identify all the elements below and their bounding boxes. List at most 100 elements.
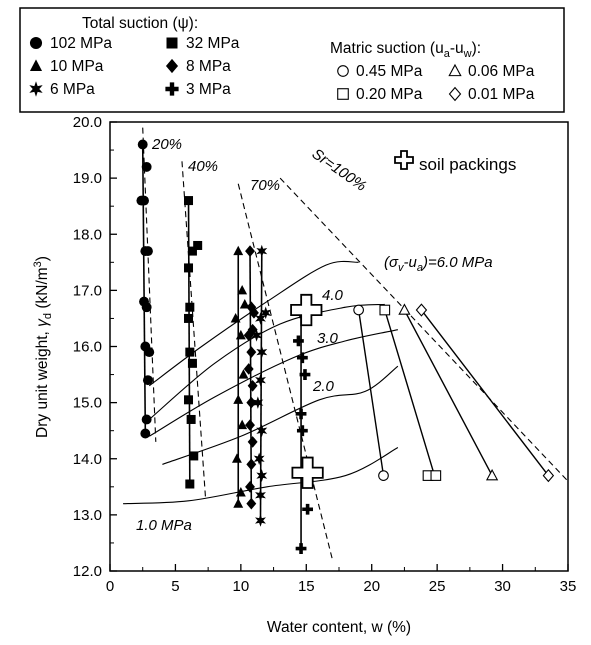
data-point xyxy=(256,469,268,482)
data-point xyxy=(295,408,307,420)
data-point xyxy=(260,306,272,320)
data-point xyxy=(378,470,389,481)
data-point xyxy=(185,302,195,312)
data-point xyxy=(141,414,152,425)
y-tick-label: 20.0 xyxy=(73,114,102,131)
legend-label: 3 MPa xyxy=(186,81,231,98)
legend-marker xyxy=(29,81,43,97)
data-point xyxy=(246,301,257,314)
data-point xyxy=(137,139,148,150)
data-point xyxy=(256,244,268,258)
data-point xyxy=(142,375,153,386)
legend-label: 0.01 MPa xyxy=(468,86,535,103)
stress-curve xyxy=(123,447,399,505)
data-point xyxy=(141,161,152,172)
data-point xyxy=(542,468,555,483)
data-point xyxy=(231,453,242,463)
legend-label: 32 MPa xyxy=(186,35,240,52)
data-point xyxy=(140,428,151,439)
legend-label: 0.45 MPa xyxy=(356,63,423,80)
data-point xyxy=(415,303,428,317)
data-point xyxy=(235,329,246,340)
stress-label-4: 4.0 xyxy=(322,287,344,304)
legend-label: 0.20 MPa xyxy=(356,86,423,103)
data-point xyxy=(144,347,155,358)
legend-box xyxy=(19,7,565,113)
data-point xyxy=(187,246,197,256)
y-tick-label: 18.0 xyxy=(73,226,102,243)
sr-label-100: Sr=100% xyxy=(309,145,370,195)
data-point xyxy=(246,346,257,358)
legend-marker xyxy=(165,82,179,96)
data-point xyxy=(251,328,263,342)
x-tick-label: 0 xyxy=(106,578,114,595)
data-point xyxy=(398,303,411,315)
data-point xyxy=(185,347,195,357)
stress-label-1: 1.0 MPa xyxy=(136,517,192,534)
data-point xyxy=(238,369,249,379)
y-tick-label: 14.0 xyxy=(73,451,102,468)
x-axis-title: Water content, w (%) xyxy=(267,619,411,636)
data-point xyxy=(246,497,257,510)
data-point xyxy=(245,480,255,493)
sr-label-20: 20% xyxy=(151,136,182,153)
legend-marker xyxy=(166,37,178,49)
data-point xyxy=(255,312,266,325)
data-point xyxy=(233,498,244,508)
sr-label-40: 40% xyxy=(188,158,218,175)
legend-total-title: Total suction (ψ): xyxy=(82,15,198,32)
data-point xyxy=(193,240,203,250)
data-point xyxy=(184,263,194,273)
stress-label-2: 2.0 xyxy=(312,378,335,395)
x-tick-label: 35 xyxy=(560,578,577,595)
vertical-lines xyxy=(141,144,302,549)
legend-label: 6 MPa xyxy=(50,81,95,98)
data-point xyxy=(247,379,258,392)
wetting-line xyxy=(357,309,385,476)
axis-ticks: 0 5 10 15 20 25 30 35 12.0 13.0 14.0 15.0 16.0 17.0 18… xyxy=(73,114,577,595)
data-point xyxy=(185,479,195,489)
y-tick-label: 12.0 xyxy=(73,563,102,580)
data-point xyxy=(237,419,248,430)
x-tick-label: 25 xyxy=(429,578,446,595)
legend-marker xyxy=(448,63,462,77)
data-points xyxy=(136,139,555,554)
legend-marker xyxy=(448,86,462,102)
data-point xyxy=(245,419,255,431)
saturation-line xyxy=(237,183,333,560)
data-point xyxy=(293,335,304,347)
x-tick-label: 20 xyxy=(363,578,380,595)
data-point xyxy=(430,470,442,481)
x-tick-label: 15 xyxy=(298,578,315,595)
x-tick-label: 30 xyxy=(494,578,511,595)
wetting-line xyxy=(403,309,493,476)
y-tick-label: 16.0 xyxy=(73,339,102,356)
data-point xyxy=(184,196,194,206)
y-tick-label: 19.0 xyxy=(73,170,102,187)
data-point xyxy=(189,451,199,461)
data-point xyxy=(186,414,196,424)
data-point xyxy=(302,503,313,515)
data-point xyxy=(237,284,248,295)
plot-frame xyxy=(109,121,569,572)
data-point xyxy=(243,329,254,342)
data-point xyxy=(247,436,258,448)
data-point xyxy=(142,246,153,257)
data-point xyxy=(233,394,244,404)
series-trend-line xyxy=(187,200,191,485)
sr-label-70: 70% xyxy=(250,177,280,194)
x-tick-label: 10 xyxy=(233,578,250,595)
stress-curve xyxy=(162,365,399,465)
legend-label: 102 MPa xyxy=(50,35,112,52)
data-point xyxy=(255,373,266,387)
y-tick-label: 13.0 xyxy=(73,507,102,524)
wetting-lines xyxy=(357,309,549,477)
data-point xyxy=(296,425,308,437)
legend-matric-title: Matric suction (ua-uw): xyxy=(330,40,481,60)
stress-label-6: (σv-ua)=6.0 MPa xyxy=(384,254,493,274)
saturation-lines xyxy=(142,127,569,560)
data-point xyxy=(245,245,255,257)
data-point xyxy=(187,358,197,368)
legend-marker xyxy=(165,58,179,74)
data-point xyxy=(256,424,268,437)
